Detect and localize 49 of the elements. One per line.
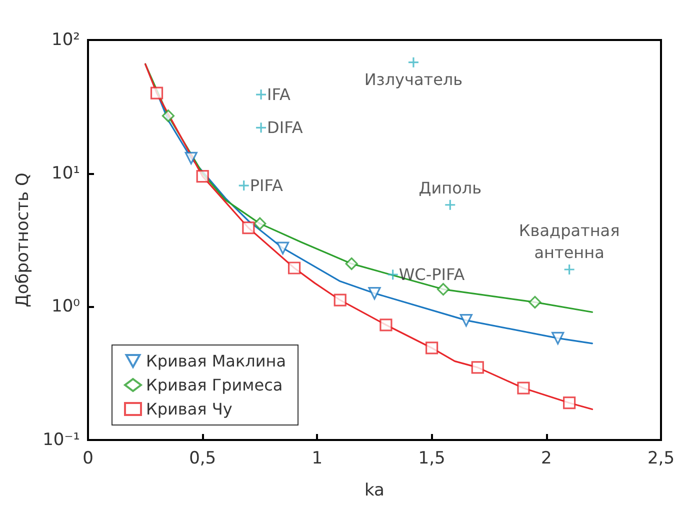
- point: [528, 296, 542, 309]
- point: [436, 282, 450, 296]
- point: [387, 268, 399, 280]
- point: [564, 264, 576, 276]
- point: [150, 86, 164, 100]
- x-tick-label: 1: [312, 448, 323, 468]
- x-tick-label: 0: [82, 448, 94, 468]
- point: [242, 222, 255, 234]
- point: [196, 170, 209, 183]
- point: [276, 242, 290, 254]
- point: [444, 199, 456, 211]
- annotation: Излучатель: [364, 70, 463, 89]
- point: [254, 217, 266, 230]
- point: [426, 342, 438, 354]
- point: [334, 294, 346, 306]
- annotation: Диполь: [418, 178, 482, 198]
- y-tick-label: 10⁰: [52, 296, 80, 317]
- legend-label: Кривая Маклина: [146, 352, 286, 370]
- point: [517, 382, 530, 394]
- point: [408, 56, 420, 68]
- y-tick-label: 10⁻¹: [42, 430, 80, 450]
- x-axis-title: ka: [364, 480, 384, 500]
- x-tick-label: 2: [540, 448, 552, 468]
- y-tick-label: 10²: [52, 30, 80, 50]
- x-tick-label: 2,5: [647, 448, 675, 468]
- point: [460, 314, 472, 327]
- point: [255, 122, 267, 134]
- legend-label: Кривая Гримеса: [146, 376, 283, 394]
- point: [471, 361, 484, 374]
- annotation: IFA: [267, 85, 290, 104]
- annotation: PIFA: [250, 176, 283, 196]
- point: [288, 262, 301, 274]
- annotation: DIFA: [267, 118, 303, 138]
- point: [552, 332, 564, 345]
- point: [380, 318, 392, 332]
- legend-label: Кривая Чу: [146, 400, 232, 418]
- point: [184, 152, 198, 164]
- y-tick-label: 10¹: [52, 163, 80, 184]
- point: [238, 180, 250, 192]
- point: [255, 88, 267, 100]
- annotation: WC-PIFA: [398, 265, 465, 284]
- x-tick-label: 1,5: [418, 448, 446, 468]
- point: [368, 286, 381, 300]
- point: [563, 396, 576, 410]
- annotation: Квадратная антенна: [518, 221, 620, 262]
- y-axis-title: Добротность Q: [13, 172, 34, 308]
- x-tick-label: 0,5: [189, 448, 216, 468]
- point: [162, 110, 175, 122]
- point: [345, 257, 358, 270]
